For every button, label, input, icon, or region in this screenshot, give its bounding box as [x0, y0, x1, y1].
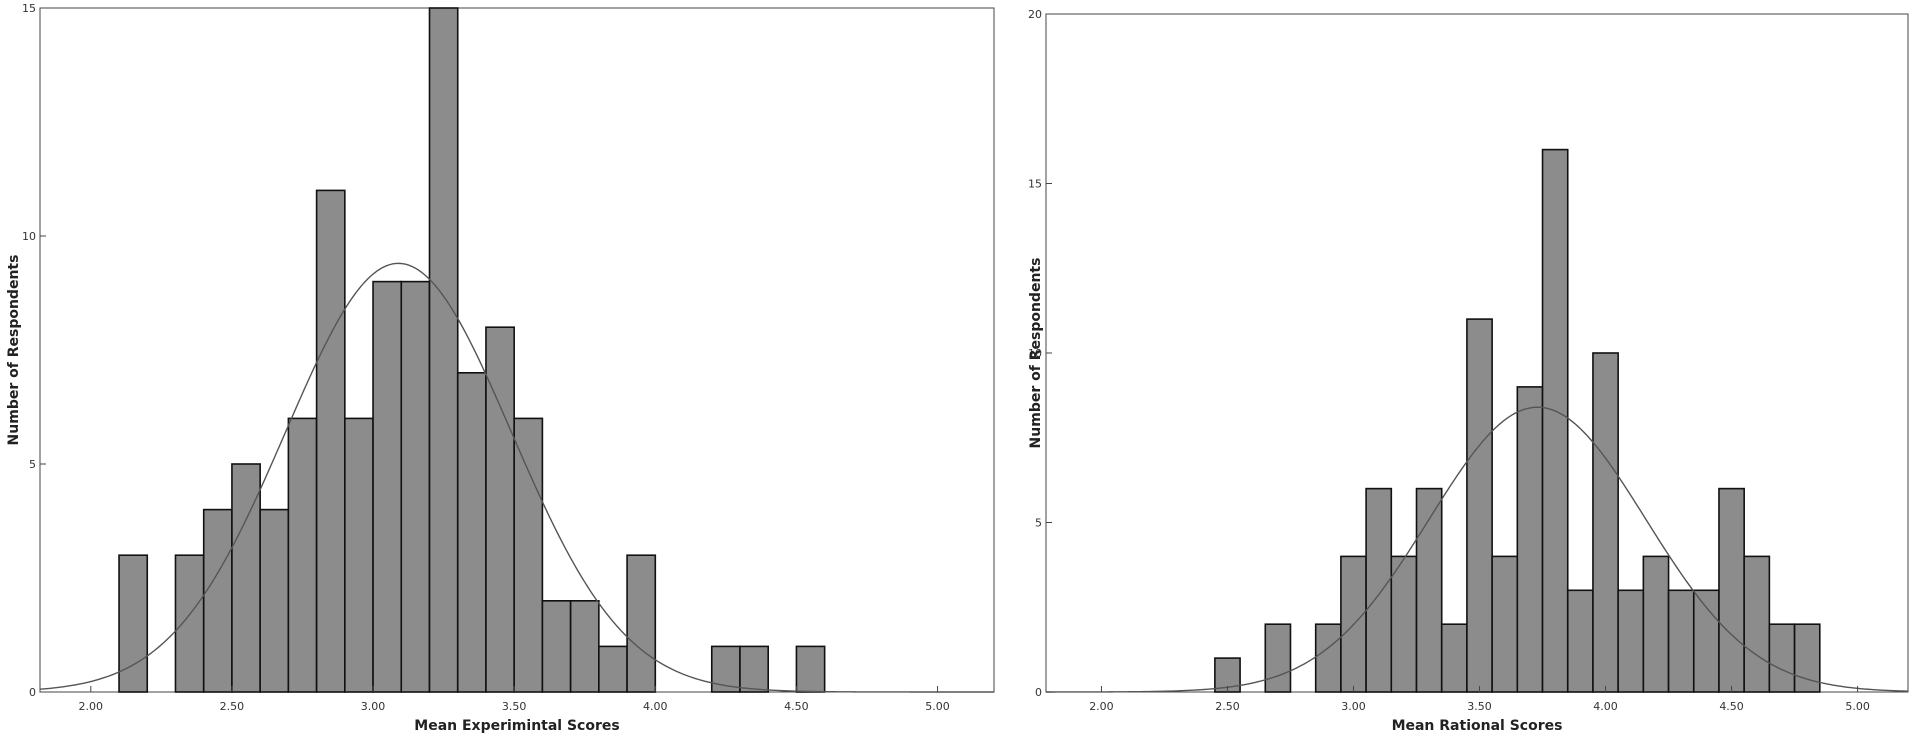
y-tick-label: 5: [1035, 517, 1042, 530]
x-tick-label: 4.50: [784, 700, 809, 713]
normal-curve: [39, 262, 994, 693]
x-tick-label: 3.00: [361, 700, 386, 713]
histogram-bar: [1264, 623, 1292, 693]
histogram-bar: [1718, 487, 1745, 693]
histogram-bar: [1365, 487, 1393, 693]
x-tick-label: 3.50: [502, 700, 527, 713]
histogram-bar: [231, 463, 261, 693]
histogram-bar: [1667, 589, 1695, 693]
histogram-bar: [1592, 352, 1619, 693]
y-tick-label: 5: [29, 458, 36, 471]
histogram-bar: [1642, 555, 1670, 693]
y-axis-title: Number of Respondents: [1028, 258, 1044, 449]
normal-curve: [1046, 406, 1909, 693]
x-tick-label: 4.00: [1593, 700, 1618, 713]
histogram-bar: [315, 189, 346, 693]
histogram-bar: [1466, 318, 1493, 693]
histogram-bar: [344, 417, 374, 693]
histogram-bar: [1491, 555, 1519, 693]
histogram-bar: [259, 508, 290, 693]
x-axis-title: Mean Experimintal Scores: [414, 718, 619, 734]
histogram-bar: [795, 645, 826, 693]
x-tick-label: 2.50: [220, 700, 245, 713]
y-tick-label: 10: [22, 230, 36, 243]
histogram-bar: [174, 554, 205, 693]
histogram-bar: [1440, 623, 1468, 693]
histogram-bar: [1390, 555, 1418, 693]
y-tick-label: 15: [1028, 178, 1042, 191]
histogram-bar: [372, 280, 403, 693]
y-tick-label: 0: [29, 686, 36, 699]
x-tick-label: 5.00: [925, 700, 950, 713]
histogram-bar: [287, 417, 318, 693]
histogram-bar: [118, 554, 149, 693]
histogram-bar: [739, 645, 770, 693]
histogram-bar: [626, 554, 657, 693]
histogram-bar: [1692, 589, 1720, 693]
histogram-bar: [1768, 623, 1796, 693]
histogram-bar: [598, 645, 628, 693]
histogram-bar: [1743, 555, 1771, 693]
x-tick-label: 2.50: [1215, 700, 1240, 713]
histogram-bar: [513, 417, 544, 693]
histogram-bar: [202, 508, 233, 693]
histogram-bar: [541, 599, 572, 693]
histogram-bar: [1314, 623, 1342, 693]
x-tick-label: 4.00: [643, 700, 668, 713]
y-tick-label: 15: [22, 2, 36, 15]
y-axis-title: Number of Respondents: [6, 255, 22, 446]
y-tick-label: 10: [1028, 347, 1042, 360]
y-tick-label: 20: [1028, 8, 1042, 21]
x-tick-label: 4.50: [1719, 700, 1744, 713]
histogram-bar: [485, 326, 515, 693]
histogram-bar: [1516, 386, 1544, 693]
histogram-bar: [569, 599, 600, 693]
x-tick-label: 5.00: [1845, 700, 1870, 713]
x-axis-title: Mean Rational Scores: [1392, 718, 1563, 734]
histogram-bar: [1566, 589, 1594, 693]
histogram-bar: [1541, 148, 1569, 693]
histogram-bar: [428, 7, 459, 693]
x-tick-label: 2.00: [79, 700, 104, 713]
histogram-bar: [400, 280, 431, 693]
histogram-bar: [1617, 589, 1645, 693]
y-tick-label: 0: [1035, 686, 1042, 699]
histogram-bar: [456, 371, 487, 693]
histogram-bar: [1415, 487, 1443, 693]
x-tick-label: 2.00: [1089, 700, 1114, 713]
x-tick-label: 3.50: [1467, 700, 1492, 713]
x-tick-label: 3.00: [1341, 700, 1366, 713]
